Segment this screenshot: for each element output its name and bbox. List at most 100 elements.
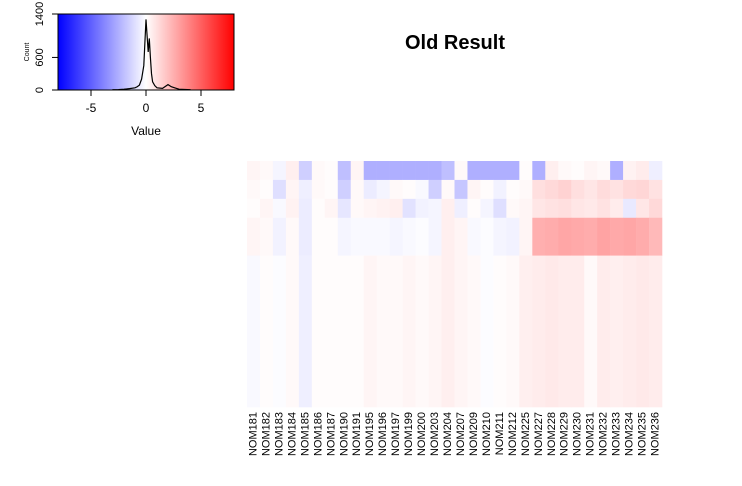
heatmap-cell (558, 217, 572, 256)
heatmap-cell (259, 179, 274, 200)
heatmap-cell (545, 179, 559, 200)
heatmap-cell (272, 217, 287, 256)
heatmap-cell (259, 217, 274, 256)
column-label: NOM232 (598, 412, 610, 456)
column-labels: NOM181 NOM182 NOM183 NOM184 NOM185 NOM186 NOM1… (247, 412, 661, 456)
heatmap-cell (441, 255, 455, 408)
color-key-x-tick-label: 0 (143, 101, 150, 115)
heatmap-cell (454, 217, 468, 256)
heatmap-cell (247, 161, 261, 181)
heatmap-cell (298, 161, 313, 181)
heatmap-cell (571, 198, 585, 219)
heatmap-cell (597, 255, 611, 408)
heatmap-cell (610, 255, 624, 408)
heatmap-cell (597, 161, 611, 181)
color-key: -5 0 5 0 600 1400 Value Count (24, 2, 235, 138)
heatmap-cell (337, 198, 352, 219)
heatmap-cell (389, 255, 403, 408)
column-label: NOM190 (338, 412, 350, 456)
column-label: NOM184 (286, 412, 298, 456)
column-label: NOM207 (455, 412, 467, 456)
heatmap-cell (480, 255, 494, 408)
heatmap-cell (610, 198, 624, 219)
heatmap-cell (519, 198, 533, 219)
column-label: NOM233 (611, 412, 623, 456)
column-label: NOM229 (559, 412, 571, 456)
heatmap-cell (324, 198, 339, 219)
heatmap-cell (506, 198, 520, 219)
heatmap-cell (545, 255, 559, 408)
column-label: NOM236 (650, 412, 662, 456)
heatmap-cell (285, 179, 300, 200)
heatmap-cell (519, 161, 533, 181)
heatmap-cell (571, 217, 585, 256)
heatmap-cell (480, 217, 494, 256)
column-label: NOM209 (468, 412, 480, 456)
color-key-x-tick-label: -5 (86, 101, 97, 115)
column-label: NOM183 (273, 412, 285, 456)
heatmap-cell (415, 255, 429, 408)
heatmap-cell (415, 179, 429, 200)
heatmap-cell (584, 179, 598, 200)
column-label: NOM234 (624, 412, 636, 456)
heatmap-cell (272, 161, 287, 181)
heatmap-cell (454, 198, 468, 219)
heatmap-cell (428, 198, 442, 219)
heatmap-cell (623, 179, 637, 200)
heatmap-cell (636, 217, 650, 256)
heatmap-cell (545, 198, 559, 219)
color-key-x-axis: -5 0 5 (86, 90, 205, 115)
heatmap-cell (247, 217, 261, 256)
heatmap-cell (467, 255, 481, 408)
column-label: NOM212 (507, 412, 519, 456)
column-label: NOM200 (416, 412, 428, 456)
heatmap-cell (480, 198, 494, 219)
column-label: NOM191 (351, 412, 363, 456)
heatmap-cells (247, 161, 663, 408)
heatmap-cell (441, 179, 455, 200)
heatmap-cell (597, 217, 611, 256)
heatmap-cell (636, 255, 650, 408)
heatmap-cell (441, 217, 455, 256)
heatmap-cell (532, 198, 546, 219)
heatmap-cell (247, 198, 261, 219)
heatmap-cell (532, 161, 546, 181)
heatmap-cell (272, 198, 287, 219)
heatmap-cell (402, 198, 416, 219)
heatmap-cell (623, 217, 637, 256)
heatmap-cell (259, 161, 274, 181)
heatmap-cell (441, 198, 455, 219)
color-key-y-tick-label: 1400 (34, 2, 46, 26)
heatmap-cell (454, 179, 468, 200)
heatmap-cell (311, 217, 326, 256)
heatmap-cell (454, 161, 468, 181)
heatmap-cell (571, 179, 585, 200)
heatmap-cell (350, 198, 365, 219)
heatmap-cell (610, 179, 624, 200)
heatmap-cell (597, 198, 611, 219)
heatmap-cell (376, 161, 390, 181)
column-label: NOM187 (325, 412, 337, 456)
heatmap-cell (506, 217, 520, 256)
heatmap-cell (506, 161, 520, 181)
heatmap-cell (285, 255, 300, 408)
column-label: NOM228 (546, 412, 558, 456)
heatmap-cell (506, 179, 520, 200)
heatmap-cell (519, 179, 533, 200)
column-label: NOM204 (442, 412, 454, 456)
heatmap-cell (389, 179, 403, 200)
color-key-y-tick-label: 600 (34, 48, 46, 66)
heatmap-cell (636, 198, 650, 219)
heatmap-cell (558, 179, 572, 200)
heatmap-cell (311, 179, 326, 200)
heatmap-cell (558, 198, 572, 219)
heatmap-cell (610, 217, 624, 256)
heatmap-cell (571, 255, 585, 408)
heatmap-cell (480, 179, 494, 200)
column-label: NOM199 (403, 412, 415, 456)
heatmap-cell (623, 255, 637, 408)
heatmap-cell (285, 217, 300, 256)
chart-title: Old Result (405, 32, 505, 54)
heatmap-cell (324, 161, 339, 181)
